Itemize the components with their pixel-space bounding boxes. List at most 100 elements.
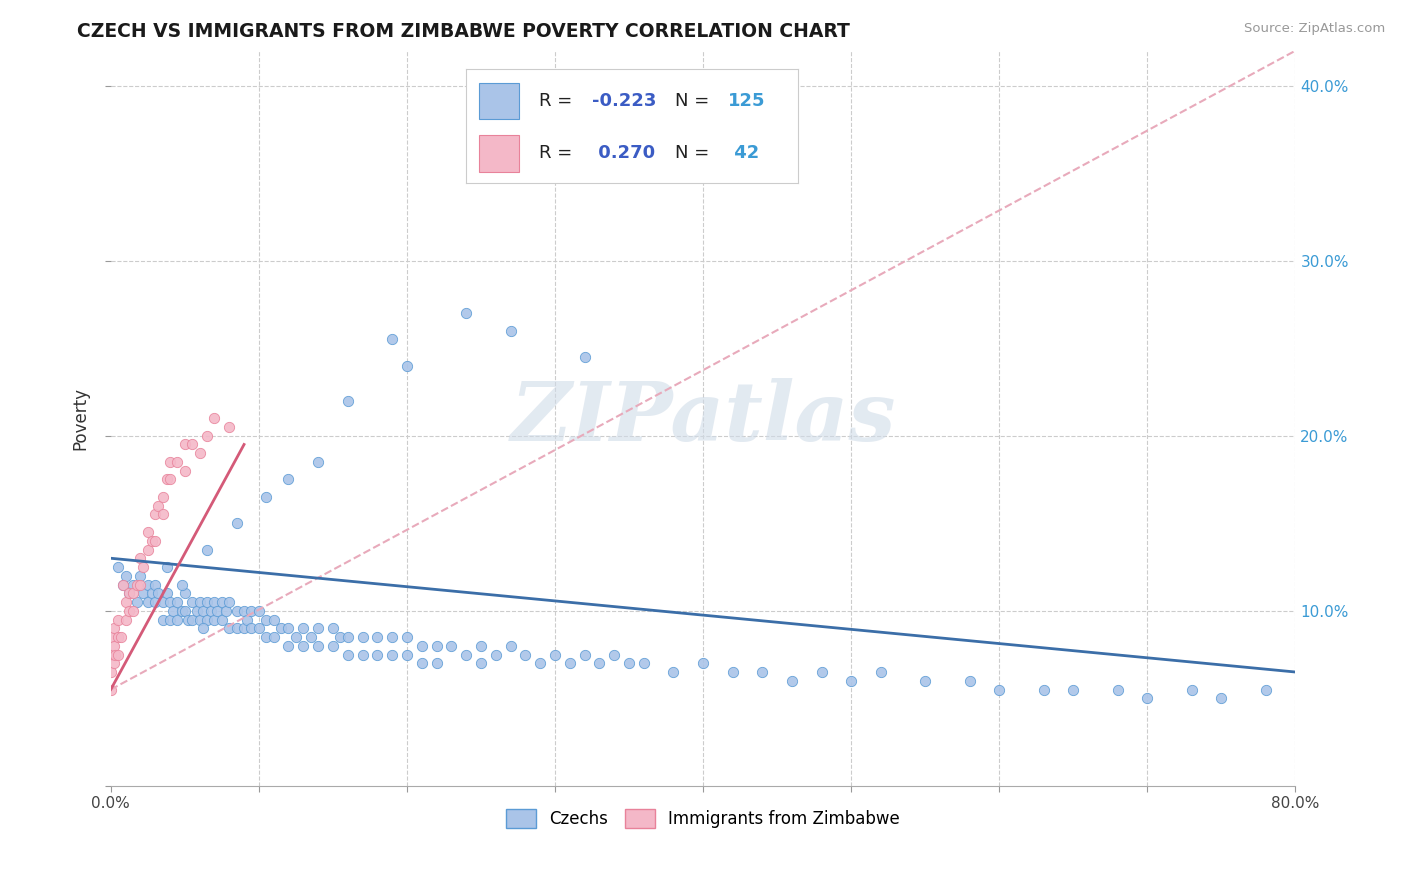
- Point: [1211, 691, 1233, 706]
- Point: [181, 437, 204, 451]
- Point: [277, 639, 299, 653]
- Point: [240, 621, 263, 635]
- Point: [173, 586, 195, 600]
- Point: [329, 630, 352, 644]
- Point: [159, 455, 181, 469]
- Point: [218, 621, 240, 635]
- Point: [529, 657, 551, 671]
- Point: [136, 595, 159, 609]
- Y-axis label: Poverty: Poverty: [72, 387, 89, 450]
- Point: [395, 359, 418, 373]
- Point: [470, 639, 492, 653]
- Point: [485, 648, 508, 662]
- Point: [395, 630, 418, 644]
- Point: [141, 533, 163, 548]
- Point: [152, 613, 174, 627]
- Point: [1254, 682, 1277, 697]
- Point: [240, 604, 263, 618]
- Point: [166, 595, 188, 609]
- Point: [110, 630, 132, 644]
- Point: [470, 657, 492, 671]
- Point: [173, 464, 195, 478]
- Point: [173, 604, 195, 618]
- Point: [100, 682, 122, 697]
- Point: [204, 411, 226, 425]
- Point: [1136, 691, 1159, 706]
- Point: [336, 630, 359, 644]
- Point: [839, 673, 862, 688]
- Point: [143, 577, 166, 591]
- Point: [181, 613, 204, 627]
- Point: [143, 508, 166, 522]
- Point: [132, 586, 155, 600]
- Point: [574, 350, 596, 364]
- Point: [381, 648, 404, 662]
- Point: [352, 630, 374, 644]
- Point: [721, 665, 744, 679]
- Point: [136, 577, 159, 591]
- Point: [100, 630, 122, 644]
- Point: [1062, 682, 1084, 697]
- Point: [127, 595, 149, 609]
- Point: [181, 595, 204, 609]
- Point: [544, 648, 567, 662]
- Point: [156, 473, 179, 487]
- Point: [440, 639, 463, 653]
- Point: [103, 621, 125, 635]
- Point: [100, 648, 122, 662]
- Point: [247, 604, 270, 618]
- Point: [156, 560, 179, 574]
- Point: [499, 324, 522, 338]
- Point: [117, 586, 139, 600]
- Point: [270, 621, 292, 635]
- Point: [107, 630, 129, 644]
- Point: [247, 621, 270, 635]
- Point: [558, 657, 581, 671]
- Point: [103, 657, 125, 671]
- Point: [218, 595, 240, 609]
- Point: [103, 639, 125, 653]
- Point: [603, 648, 626, 662]
- Point: [959, 673, 981, 688]
- Point: [204, 595, 226, 609]
- Point: [914, 673, 936, 688]
- Point: [322, 639, 344, 653]
- Point: [122, 604, 145, 618]
- Point: [107, 648, 129, 662]
- Point: [166, 613, 188, 627]
- Point: [195, 595, 218, 609]
- Point: [104, 648, 127, 662]
- Point: [263, 613, 285, 627]
- Point: [143, 533, 166, 548]
- Point: [141, 586, 163, 600]
- Point: [254, 613, 277, 627]
- Point: [284, 630, 307, 644]
- Point: [381, 630, 404, 644]
- Point: [207, 604, 229, 618]
- Point: [152, 508, 174, 522]
- Point: [170, 604, 193, 618]
- Point: [211, 595, 233, 609]
- Point: [233, 604, 256, 618]
- Point: [456, 306, 478, 320]
- Point: [195, 428, 218, 442]
- Point: [988, 682, 1011, 697]
- Point: [129, 568, 152, 582]
- Text: CZECH VS IMMIGRANTS FROM ZIMBABWE POVERTY CORRELATION CHART: CZECH VS IMMIGRANTS FROM ZIMBABWE POVERT…: [77, 22, 851, 41]
- Point: [218, 420, 240, 434]
- Point: [869, 665, 891, 679]
- Point: [1107, 682, 1129, 697]
- Point: [186, 604, 208, 618]
- Point: [515, 648, 537, 662]
- Point: [225, 516, 247, 531]
- Point: [236, 613, 259, 627]
- Legend: Czechs, Immigrants from Zimbabwe: Czechs, Immigrants from Zimbabwe: [498, 800, 908, 837]
- Point: [499, 639, 522, 653]
- Point: [336, 393, 359, 408]
- Point: [146, 499, 169, 513]
- Point: [173, 437, 195, 451]
- Point: [107, 613, 129, 627]
- Point: [456, 648, 478, 662]
- Text: Source: ZipAtlas.com: Source: ZipAtlas.com: [1244, 22, 1385, 36]
- Point: [263, 630, 285, 644]
